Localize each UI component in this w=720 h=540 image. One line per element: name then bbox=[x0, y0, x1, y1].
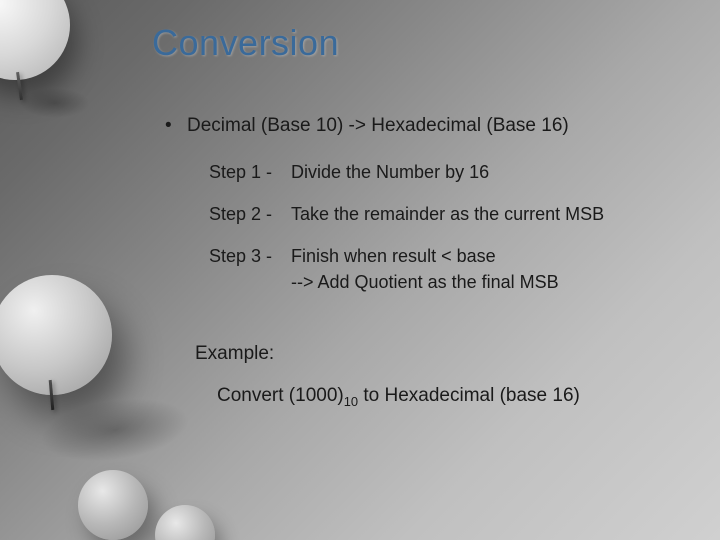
slide-content: • Decimal (Base 10) -> Hexadecimal (Base… bbox=[165, 115, 695, 409]
step-item: Step 1 - Divide the Number by 16 bbox=[209, 159, 695, 185]
example-subscript: 10 bbox=[344, 394, 358, 409]
bullet-text: Decimal (Base 10) -> Hexadecimal (Base 1… bbox=[187, 115, 569, 137]
example-text: Convert (1000)10 to Hexadecimal (base 16… bbox=[217, 385, 695, 409]
step-text: Divide the Number by 16 bbox=[291, 159, 695, 185]
step-text: Finish when result < base --> Add Quotie… bbox=[291, 243, 695, 295]
example-prefix: Convert (1000) bbox=[217, 385, 344, 406]
bullet-item: • Decimal (Base 10) -> Hexadecimal (Base… bbox=[165, 115, 695, 137]
example-suffix: to Hexadecimal (base 16) bbox=[358, 385, 580, 406]
decor-sphere bbox=[0, 275, 112, 395]
decor-shadow bbox=[20, 88, 90, 118]
decor-sphere bbox=[78, 470, 148, 540]
step-label: Step 3 - bbox=[209, 243, 291, 269]
decor-sphere bbox=[155, 505, 215, 540]
slide: Conversion • Decimal (Base 10) -> Hexade… bbox=[0, 0, 720, 540]
steps-list: Step 1 - Divide the Number by 16 Step 2 … bbox=[209, 159, 695, 295]
step-text: Take the remainder as the current MSB bbox=[291, 201, 695, 227]
step-label: Step 1 - bbox=[209, 159, 291, 185]
slide-title: Conversion bbox=[152, 22, 339, 64]
example-block: Example: Convert (1000)10 to Hexadecimal… bbox=[195, 343, 695, 409]
decor-sphere bbox=[0, 0, 70, 80]
step-label: Step 2 - bbox=[209, 201, 291, 227]
step-item: Step 3 - Finish when result < base --> A… bbox=[209, 243, 695, 295]
bullet-marker: • bbox=[165, 115, 187, 137]
example-label: Example: bbox=[195, 343, 695, 365]
step-item: Step 2 - Take the remainder as the curre… bbox=[209, 201, 695, 227]
